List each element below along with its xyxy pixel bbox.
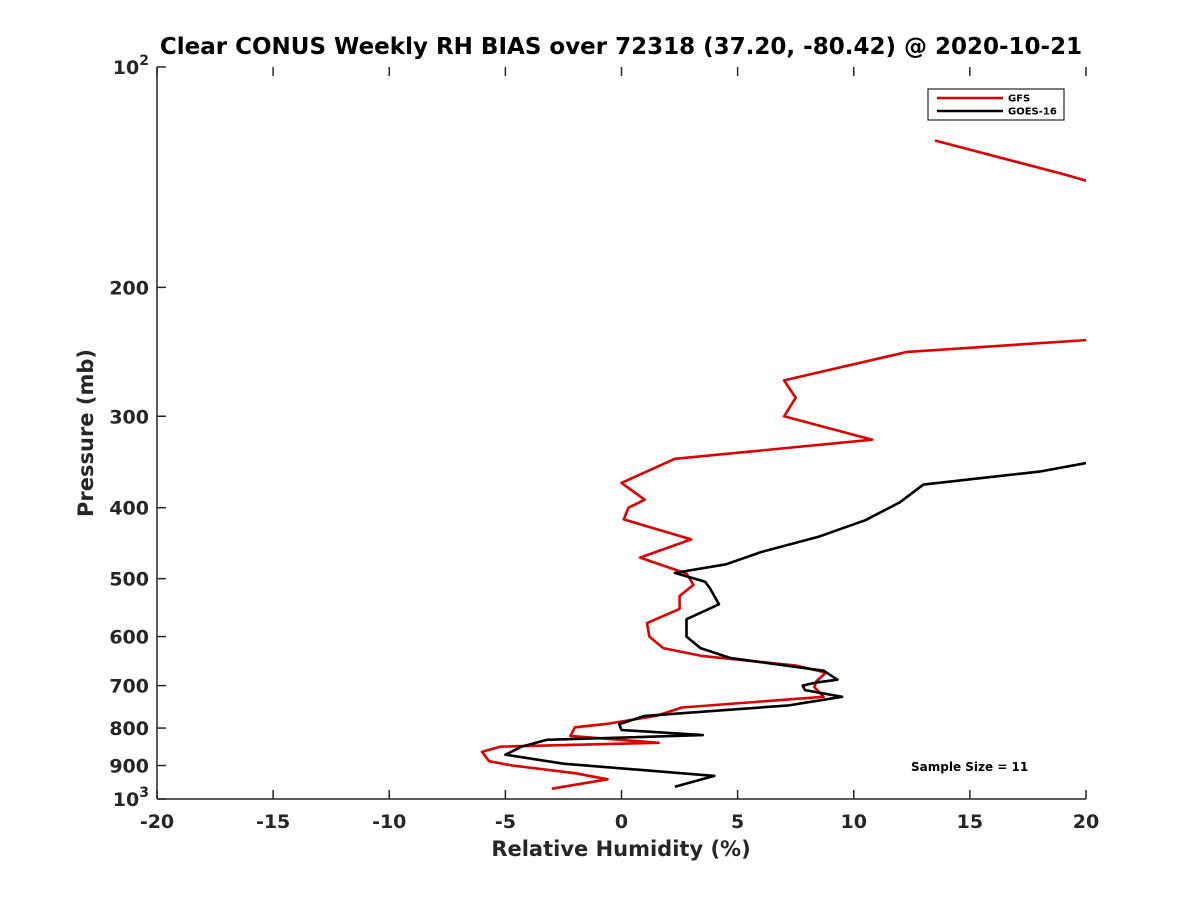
x-axis-ticks: -20 -15 -10 -5 0 5 10 15 20	[140, 67, 1099, 833]
x-tick-label: 5	[731, 811, 744, 833]
y-tick-label: 500	[109, 569, 149, 591]
x-tick-label: -20	[140, 811, 174, 833]
y-axis-ticks: 102 200 300 400 500 600 700 800 900 103	[109, 53, 166, 811]
x-tick-label: 20	[1073, 811, 1099, 833]
legend-label: GOES-16	[1008, 107, 1057, 118]
x-tick-label: -10	[372, 811, 406, 833]
x-tick-label: 15	[957, 811, 983, 833]
series-line-gfs	[480, 139, 1086, 790]
x-tick-label: 10	[841, 811, 867, 833]
y-tick-label: 103	[113, 785, 149, 811]
y-tick-label: 300	[109, 406, 149, 428]
series-layer	[480, 139, 1086, 790]
y-tick-label: 800	[109, 718, 149, 740]
x-tick-label: -5	[495, 811, 516, 833]
series-line-goes-16	[504, 461, 1086, 788]
legend-box	[927, 88, 1065, 121]
x-tick-label: -15	[256, 811, 290, 833]
chart-title: Clear CONUS Weekly RH BIAS over 72318 (3…	[160, 34, 1082, 60]
y-tick-label: 400	[109, 498, 149, 520]
y-tick-label: 700	[109, 676, 149, 698]
y-tick-label: 102	[113, 53, 149, 79]
y-tick-label: 200	[109, 277, 149, 299]
x-tick-label: 0	[615, 811, 628, 833]
legend: GFS GOES-16	[927, 88, 1065, 121]
y-tick-label: 600	[109, 627, 149, 649]
y-tick-label: 900	[109, 756, 149, 778]
y-axis-label: Pressure (mb)	[74, 349, 98, 517]
legend-label: GFS	[1008, 94, 1030, 105]
sample-size-annotation: Sample Size = 11	[911, 760, 1028, 774]
x-axis-label: Relative Humidity (%)	[491, 837, 750, 861]
